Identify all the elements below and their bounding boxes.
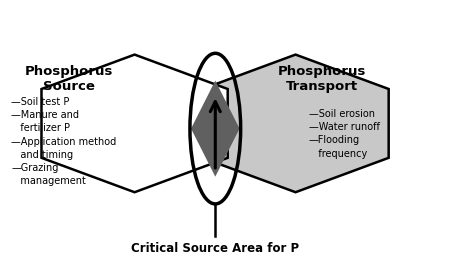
Polygon shape xyxy=(191,81,239,177)
Text: —Soil test P
—Manure and
   fertilizer P
—Application method
   and timing
—Graz: —Soil test P —Manure and fertilizer P —A… xyxy=(11,97,117,186)
Text: Phosphorus
Source: Phosphorus Source xyxy=(24,65,112,93)
Polygon shape xyxy=(202,55,389,192)
Text: Critical Source Area for P: Critical Source Area for P xyxy=(131,242,299,255)
Polygon shape xyxy=(41,55,228,192)
Text: Phosphorus
Transport: Phosphorus Transport xyxy=(278,65,366,93)
Text: —Soil erosion
—Water runoff
—Flooding
   frequency: —Soil erosion —Water runoff —Flooding fr… xyxy=(309,109,380,158)
